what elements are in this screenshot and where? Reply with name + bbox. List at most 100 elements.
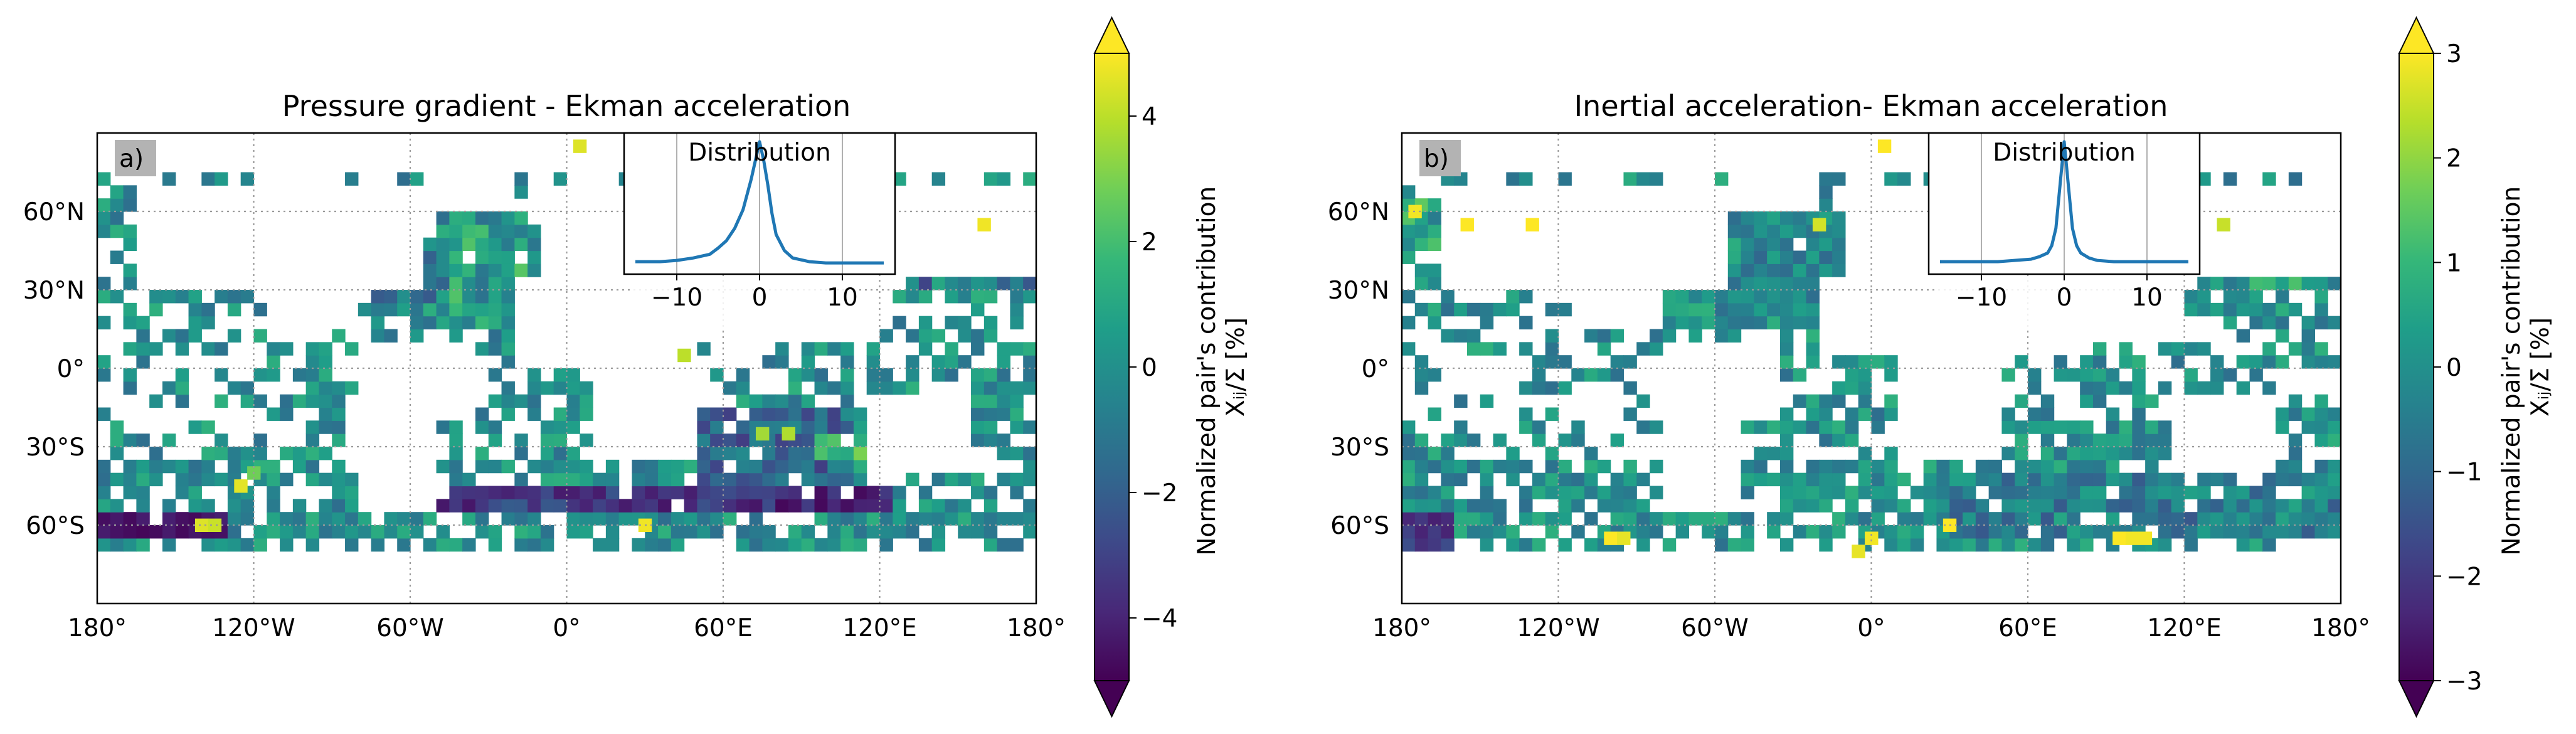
heatmap-cell bbox=[201, 316, 215, 330]
heatmap-cell bbox=[2249, 499, 2263, 513]
heatmap-cell bbox=[2249, 512, 2263, 526]
heatmap-cell bbox=[2054, 499, 2067, 513]
heatmap-cell bbox=[332, 459, 346, 474]
heatmap-cell bbox=[2171, 512, 2185, 526]
heatmap-cell bbox=[2028, 499, 2042, 513]
heatmap-cell bbox=[253, 525, 267, 539]
panel-a-x-ticks: 180° 120°W 60°W 0° 60°E 120°E 180° bbox=[68, 614, 1066, 642]
heatmap-cell bbox=[1741, 237, 1754, 252]
heatmap-cell bbox=[814, 447, 828, 460]
heatmap-cell bbox=[2015, 525, 2028, 539]
heatmap-cell bbox=[632, 499, 645, 513]
x-tick-label: 180° bbox=[1007, 614, 1066, 642]
inset-x-tick-label: 0 bbox=[2057, 284, 2072, 312]
heatmap-cell bbox=[449, 459, 463, 474]
heatmap-cell bbox=[1441, 512, 1455, 526]
heatmap-cell bbox=[749, 512, 763, 526]
heatmap-cell bbox=[436, 302, 450, 317]
heatmap-cell bbox=[906, 525, 920, 539]
heatmap-cell bbox=[723, 499, 737, 513]
heatmap-cell bbox=[2092, 342, 2107, 356]
heatmap-cell bbox=[1506, 472, 1520, 487]
heatmap-cell bbox=[162, 381, 176, 395]
heatmap-cell bbox=[866, 512, 881, 526]
heatmap-cell bbox=[1610, 499, 1625, 513]
heatmap-cell bbox=[1754, 290, 1768, 304]
heatmap-cell bbox=[423, 302, 437, 317]
y-tick-label: 60°N bbox=[23, 198, 85, 226]
heatmap-cell bbox=[553, 499, 568, 513]
heatmap-cell bbox=[2288, 433, 2303, 447]
heatmap-cell bbox=[971, 486, 985, 499]
heatmap-cell bbox=[1963, 499, 1976, 513]
heatmap-cell bbox=[162, 538, 176, 552]
heatmap-cell bbox=[1793, 316, 1807, 330]
heatmap-cell bbox=[2197, 302, 2211, 317]
heatmap-cell bbox=[2040, 433, 2055, 447]
heatmap-cell bbox=[110, 512, 124, 526]
heatmap-cell bbox=[1414, 447, 1429, 460]
heatmap-cell bbox=[853, 433, 867, 447]
heatmap-cell bbox=[514, 172, 528, 186]
heatmap-cell bbox=[292, 368, 307, 382]
panel-a-inset-plot bbox=[635, 133, 884, 274]
heatmap-cell bbox=[1506, 447, 1520, 460]
heatmap-cell bbox=[215, 447, 228, 460]
heatmap-cell bbox=[1428, 538, 1441, 552]
heatmap-cell bbox=[1923, 512, 1937, 526]
heatmap-cell bbox=[566, 525, 580, 539]
heatmap-cell bbox=[1623, 172, 1637, 186]
heatmap-cell bbox=[2314, 433, 2328, 447]
heatmap-cell bbox=[1688, 329, 1702, 343]
heatmap-cell bbox=[671, 472, 685, 487]
heatmap-cell bbox=[488, 499, 502, 513]
heatmap-cell bbox=[292, 512, 307, 526]
heatmap-cell bbox=[788, 368, 802, 382]
heatmap-cell bbox=[319, 447, 332, 460]
heatmap-cell bbox=[697, 407, 711, 421]
heatmap-cell bbox=[2080, 525, 2094, 539]
heatmap-cell bbox=[514, 263, 528, 277]
heatmap-cell bbox=[1428, 499, 1441, 513]
heatmap-cell bbox=[983, 433, 998, 447]
heatmap-cell bbox=[527, 381, 541, 395]
heatmap-cell bbox=[2119, 433, 2133, 447]
heatmap-cell bbox=[605, 472, 620, 487]
heatmap-cell bbox=[1010, 512, 1024, 526]
heatmap-cell bbox=[1819, 185, 1833, 199]
heatmap-cell bbox=[1454, 499, 1468, 513]
heatmap-cell bbox=[175, 525, 189, 539]
heatmap-cell bbox=[305, 420, 320, 434]
heatmap-cell bbox=[814, 538, 828, 552]
heatmap-cell bbox=[645, 538, 659, 552]
heatmap-cell bbox=[1845, 512, 1859, 526]
heatmap-cell bbox=[1819, 263, 1833, 277]
heatmap-cell bbox=[332, 512, 346, 526]
heatmap-cell bbox=[827, 459, 841, 474]
heatmap-cell bbox=[1662, 316, 1677, 330]
heatmap-cell bbox=[136, 355, 150, 369]
heatmap-cell bbox=[501, 381, 515, 395]
heatmap-cell bbox=[2158, 433, 2172, 447]
y-tick-label: 0° bbox=[57, 355, 85, 383]
heatmap-cell bbox=[983, 525, 998, 539]
heatmap-cell bbox=[449, 211, 463, 225]
heatmap-cell bbox=[462, 290, 476, 304]
heatmap-cell bbox=[488, 394, 502, 408]
heatmap-cell bbox=[319, 499, 332, 513]
heatmap-cell bbox=[1910, 538, 1924, 552]
heatmap-cell bbox=[475, 407, 489, 421]
heatmap-cell bbox=[1975, 499, 1990, 513]
heatmap-cell bbox=[319, 512, 332, 526]
heatmap-cell bbox=[1558, 302, 1572, 317]
heatmap-cell bbox=[827, 447, 841, 460]
heatmap-cell bbox=[1767, 472, 1781, 487]
heatmap-cell bbox=[605, 512, 620, 526]
panel-b-inset-x-ticks: −10 0 10 bbox=[1956, 274, 2163, 312]
heatmap-cell bbox=[97, 368, 111, 382]
heatmap-cell bbox=[280, 342, 294, 356]
heatmap-cell bbox=[110, 211, 124, 225]
heatmap-cell bbox=[645, 499, 659, 513]
heatmap-cell bbox=[2092, 394, 2107, 408]
heatmap-cell bbox=[866, 368, 881, 382]
